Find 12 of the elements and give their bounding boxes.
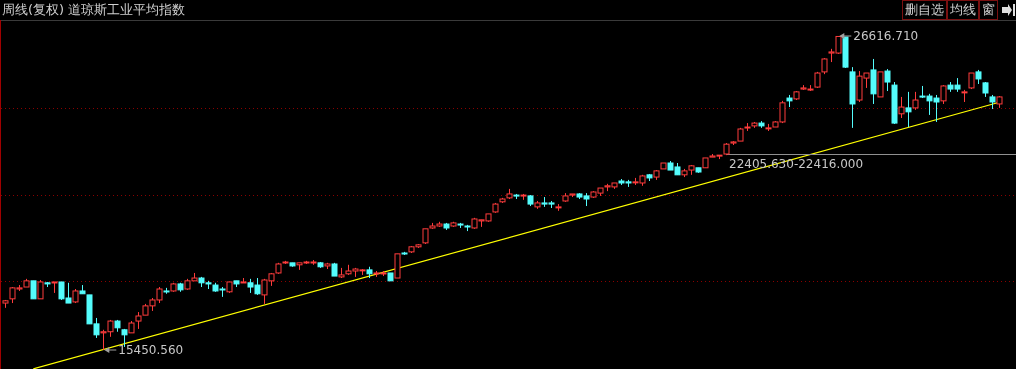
- text: 窗: [982, 2, 995, 17]
- text: 均线: [949, 2, 976, 17]
- candlestick: [884, 68, 891, 92]
- text: 删自选: [905, 2, 944, 17]
- candlestick: [870, 58, 877, 105]
- chart-title: 周线(复权) 道琼斯工业平均指数: [2, 2, 186, 17]
- candlestick: [905, 91, 912, 128]
- annotation: 26616.710: [853, 29, 919, 43]
- candlestick: [898, 96, 905, 119]
- annotation: 15450.560: [118, 343, 184, 357]
- candlestick: [940, 84, 947, 105]
- candlestick: [37, 279, 44, 300]
